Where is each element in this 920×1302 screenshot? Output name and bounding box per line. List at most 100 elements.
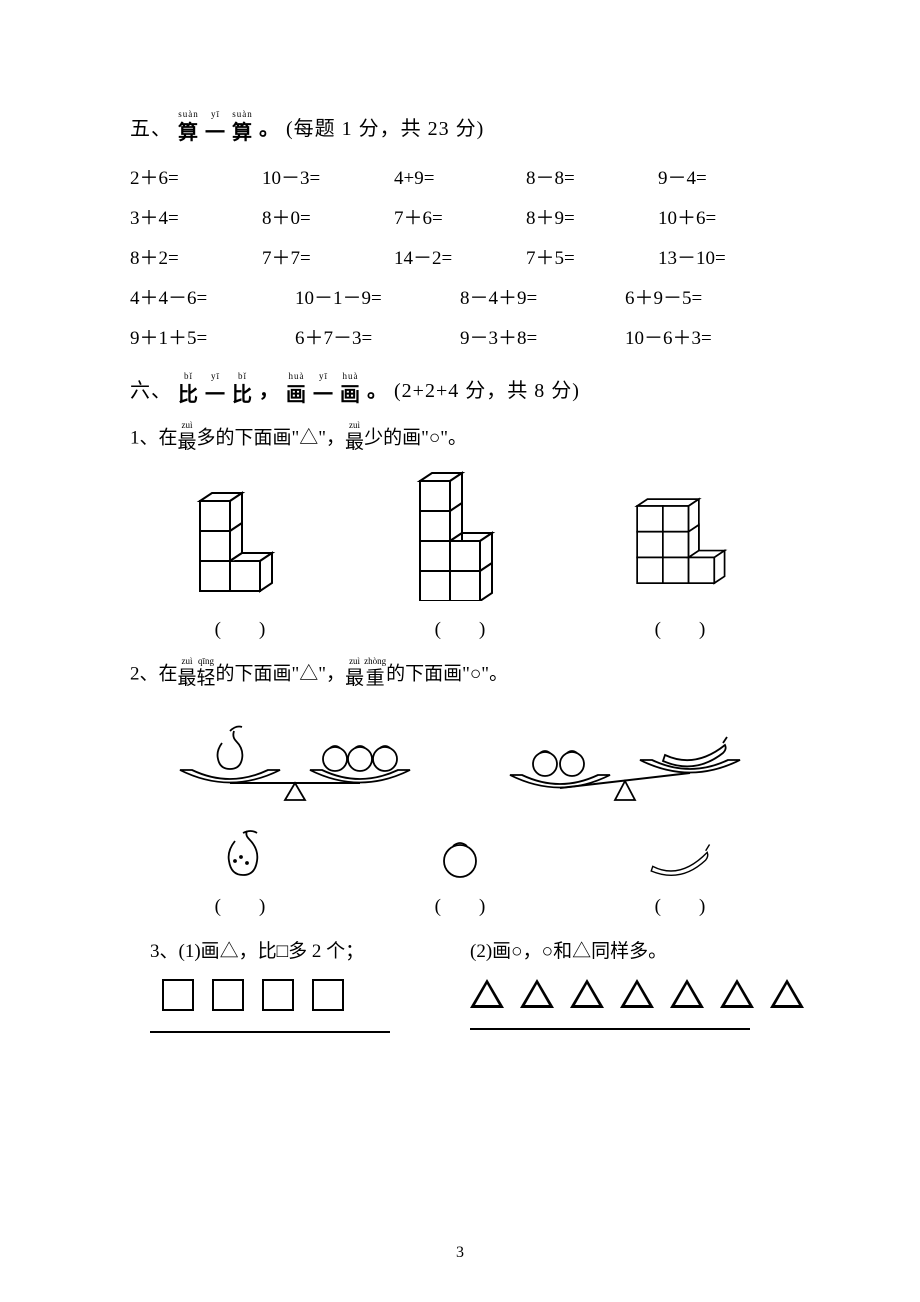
triangle-icon — [670, 979, 704, 1008]
char-yi2: yī 一 — [205, 372, 226, 407]
q3-text2: (2)画○，○和△同样多。 — [470, 936, 790, 963]
cubes-row — [130, 471, 790, 606]
triangle-icon — [770, 979, 804, 1008]
triangle-icon — [570, 979, 604, 1008]
calc-cell: 13－10= — [658, 239, 790, 279]
q3-part1: 3、(1)画△，比□多 2 个； — [150, 936, 470, 1033]
calc-cell: 14－2= — [394, 239, 526, 279]
zui3: zuì最 — [178, 657, 197, 691]
q2-blanks: ( ) ( ) ( ) — [130, 891, 790, 918]
worksheet-page: 五、 suàn 算 yī 一 suàn 算 。 (每题 1 分，共 23 分) … — [0, 0, 920, 1302]
calc-cell: 4＋4－6= — [130, 279, 295, 319]
cube-stack-1 — [180, 471, 300, 606]
qing: qīng轻 — [197, 657, 216, 691]
calc-cell: 3＋4= — [130, 199, 262, 239]
blank: ( ) — [160, 614, 320, 641]
calc-cell: 7＋5= — [526, 239, 658, 279]
calc-row: 2＋6= 10－3= 4+9= 8－8= 9－4= — [130, 159, 790, 199]
period: 。 — [259, 118, 280, 140]
square-icon — [212, 979, 244, 1011]
question-2: 2、在zuì最qīng轻的下面画"△"，zuì最zhòng重的下面画"○"。 — [130, 657, 790, 691]
q1-prefix: 1、在 — [130, 428, 178, 449]
calc-row: 9＋1＋5= 6＋7－3= 9－3＋8= 10－6＋3= — [130, 319, 790, 359]
zui: zuì最 — [178, 421, 197, 455]
square-icon — [162, 979, 194, 1011]
answer-line — [470, 1028, 750, 1030]
triangles-row — [470, 979, 790, 1008]
calc-cell: 9＋1＋5= — [130, 319, 295, 359]
cube-stack-icon — [620, 471, 740, 601]
char-bi2: bǐ 比 — [232, 372, 253, 407]
calculations: 2＋6= 10－3= 4+9= 8－8= 9－4= 3＋4= 8＋0= 7＋6=… — [130, 159, 790, 358]
calc-row: 3＋4= 8＋0= 7＋6= 8＋9= 10＋6= — [130, 199, 790, 239]
blank: ( ) — [580, 891, 780, 918]
q3-part2: (2)画○，○和△同样多。 — [470, 936, 790, 1033]
cube-stack-icon — [180, 471, 300, 601]
calc-cell: 8＋0= — [262, 199, 394, 239]
page-number: 3 — [130, 1244, 790, 1262]
calc-cell: 8＋2= — [130, 239, 262, 279]
q2-mid: 的下面画"△"， — [216, 664, 346, 685]
cube-stack-2 — [400, 471, 520, 606]
blank: ( ) — [600, 614, 760, 641]
calc-cell: 10－1－9= — [295, 279, 460, 319]
triangle-icon — [620, 979, 654, 1008]
square-icon — [312, 979, 344, 1011]
squares-row — [162, 979, 470, 1011]
char-yi: yī 一 — [205, 110, 226, 145]
q1-mid: 多的下面画"△"， — [197, 428, 346, 449]
cube-stack-icon — [400, 471, 520, 601]
section-6-number: 六、 — [130, 380, 172, 402]
calc-row: 8＋2= 7＋7= 14－2= 7＋5= 13－10= — [130, 239, 790, 279]
banana-icon — [645, 829, 715, 885]
char-suan2: suàn 算 — [232, 110, 253, 145]
blank: ( ) — [360, 891, 560, 918]
calc-cell: 8－8= — [526, 159, 658, 199]
zui2: zuì最 — [345, 421, 364, 455]
calc-cell: 9－3＋8= — [460, 319, 625, 359]
section-6-heading: 六、 bǐ 比 yī 一 bǐ 比 ， huà 画 yī 一 huà 画 。 (… — [130, 372, 790, 407]
calc-cell: 6＋7－3= — [295, 319, 460, 359]
calc-cell: 10＋6= — [658, 199, 790, 239]
q3-text1: 3、(1)画△，比□多 2 个； — [150, 936, 470, 963]
calc-cell: 6＋9－5= — [625, 279, 790, 319]
scales — [130, 715, 790, 805]
cube-stack-3 — [620, 471, 740, 606]
q1-tail: 少的画"○"。 — [364, 428, 467, 449]
char-suan: suàn 算 — [178, 110, 199, 145]
q2-tail: 的下面画"○"。 — [386, 664, 508, 685]
calc-cell: 7＋7= — [262, 239, 394, 279]
calc-cell: 4+9= — [394, 159, 526, 199]
calc-cell: 9－4= — [658, 159, 790, 199]
answer-line — [150, 1031, 390, 1033]
calc-cell: 10－6＋3= — [625, 319, 790, 359]
balance-scale-icon — [160, 715, 430, 805]
blank: ( ) — [380, 614, 540, 641]
question-3: 3、(1)画△，比□多 2 个； (2)画○，○和△同样多。 — [150, 936, 790, 1033]
balance-scale-icon — [490, 715, 760, 805]
zhong: zhòng重 — [364, 657, 386, 691]
char-yi3: yī 一 — [313, 372, 334, 407]
triangle-icon — [520, 979, 554, 1008]
zui4: zuì最 — [345, 657, 364, 691]
question-1: 1、在zuì最多的下面画"△"，zuì最少的画"○"。 — [130, 421, 790, 455]
char-bi: bǐ 比 — [178, 372, 199, 407]
fruit-icons — [130, 829, 790, 885]
calc-cell: 8＋9= — [526, 199, 658, 239]
section-6-score: (2+2+4 分，共 8 分) — [394, 380, 580, 402]
calc-cell: 2＋6= — [130, 159, 262, 199]
square-icon — [262, 979, 294, 1011]
pear-icon — [205, 829, 275, 885]
triangle-icon — [720, 979, 754, 1008]
orange-icon — [425, 829, 495, 885]
blank: ( ) — [140, 891, 340, 918]
section-5-number: 五、 — [130, 118, 172, 140]
calc-cell: 7＋6= — [394, 199, 526, 239]
char-hua: huà 画 — [286, 372, 307, 407]
section-5-score: (每题 1 分，共 23 分) — [286, 118, 484, 140]
triangle-icon — [470, 979, 504, 1008]
calc-cell: 8－4＋9= — [460, 279, 625, 319]
comma: ， — [259, 380, 280, 402]
calc-row: 4＋4－6= 10－1－9= 8－4＋9= 6＋9－5= — [130, 279, 790, 319]
q1-blanks: ( ) ( ) ( ) — [130, 614, 790, 641]
